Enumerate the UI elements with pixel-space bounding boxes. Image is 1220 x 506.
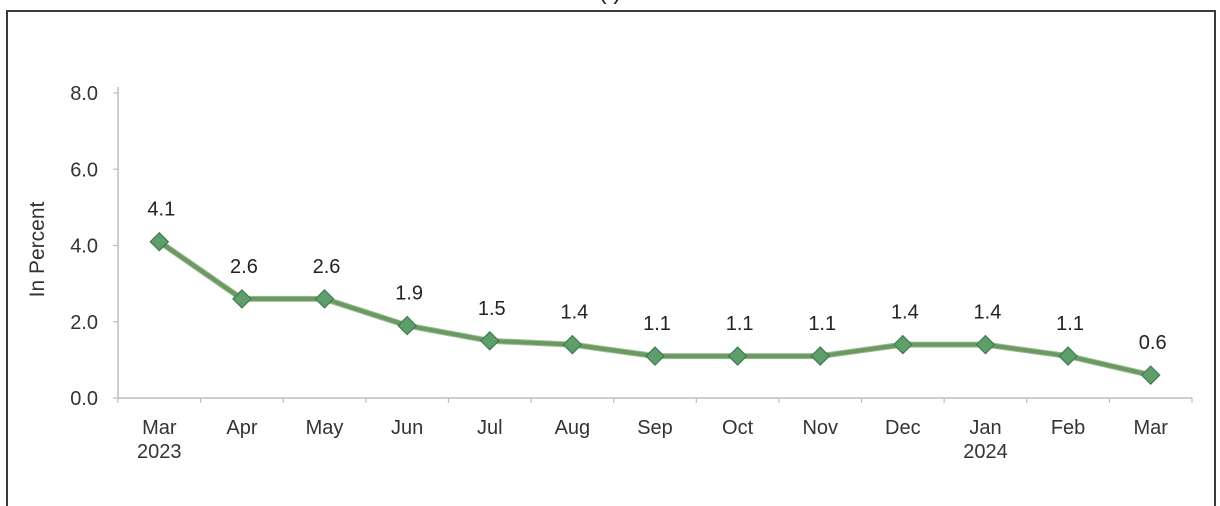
x-tick-label: Jul [477, 417, 503, 439]
data-label: 0.6 [1139, 332, 1167, 354]
data-label: 1.1 [1056, 313, 1084, 335]
x-tick-label-line: 2023 [137, 441, 182, 463]
x-tick-label-line: Jan [969, 417, 1001, 439]
data-point-marker [810, 346, 831, 366]
x-tick-label: Nov [802, 417, 838, 439]
x-tick-label: Apr [226, 417, 257, 439]
x-tick-label: Mar 2023 [137, 417, 182, 463]
data-label: 2.6 [230, 256, 258, 278]
data-point-marker [232, 289, 252, 309]
y-tick-label: 0.0 [70, 388, 98, 410]
data-point-marker [892, 334, 913, 355]
x-tick-label-line: Jul [477, 417, 503, 439]
y-tick-label: 8.0 [70, 83, 98, 105]
data-label: 2.6 [313, 256, 341, 278]
y-tick-label: 2.0 [70, 312, 98, 334]
x-tick-label-line: 2024 [963, 441, 1008, 463]
x-tick-label-line: Mar [1133, 417, 1168, 439]
x-tick-label: Sep [637, 417, 673, 439]
data-point-marker [149, 231, 170, 252]
data-label: 1.1 [643, 313, 671, 335]
x-tick-label-line: Jun [391, 417, 423, 439]
data-point-marker [727, 346, 748, 366]
x-tick-label: Feb [1051, 417, 1085, 439]
data-label: 1.4 [974, 302, 1002, 324]
data-point-marker [1140, 365, 1161, 385]
x-tick-label-line: Sep [637, 417, 673, 439]
data-label: 1.5 [478, 298, 506, 320]
x-tick-label-line: Feb [1051, 417, 1085, 439]
x-tick-label-line: Apr [226, 417, 257, 439]
data-label: 4.1 [147, 199, 175, 221]
data-label: 1.4 [891, 302, 919, 324]
x-tick-label: Aug [555, 417, 591, 439]
data-point-marker [562, 334, 583, 355]
x-tick-label-line: Oct [722, 417, 754, 439]
data-labels: 4.1 2.6 2.6 1.9 1.5 1.4 1.1 1.1 1.1 1.4 1.4 1.1 0.6 [147, 199, 1166, 354]
axes [113, 87, 1193, 403]
x-tick-label: Dec [885, 417, 921, 439]
data-label: 1.1 [808, 313, 836, 335]
data-point-marker [397, 315, 418, 336]
data-label: 1.4 [560, 302, 588, 324]
y-tick-labels: 0.0 2.0 4.0 6.0 8.0 [70, 83, 98, 410]
x-tick-label-line: Mar [142, 417, 177, 439]
x-tick-label-line: Dec [885, 417, 921, 439]
data-point-marker [645, 346, 665, 366]
y-axis-label: In Percent [26, 201, 49, 297]
x-tick-label-line: May [306, 417, 344, 439]
chart-title: ( ) [0, 0, 1220, 6]
x-tick-label: Jun [391, 417, 423, 439]
series-markers [149, 231, 1161, 385]
x-tick-label-line: Aug [555, 417, 591, 439]
data-label: 1.1 [726, 313, 754, 335]
data-point-marker [1058, 346, 1078, 366]
x-tick-label-line: Nov [802, 417, 838, 439]
data-label: 1.9 [395, 283, 423, 305]
y-tick-label: 4.0 [70, 236, 98, 258]
x-tick-label: Mar [1133, 417, 1168, 439]
data-point-marker [975, 334, 996, 355]
x-tick-label: Oct [722, 417, 754, 439]
x-tick-label: May [306, 417, 344, 439]
y-tick-label: 6.0 [70, 159, 98, 181]
x-tick-label: Jan 2024 [963, 417, 1008, 463]
data-point-marker [479, 330, 500, 351]
data-point-marker [314, 289, 335, 309]
chart-frame [6, 10, 1216, 506]
